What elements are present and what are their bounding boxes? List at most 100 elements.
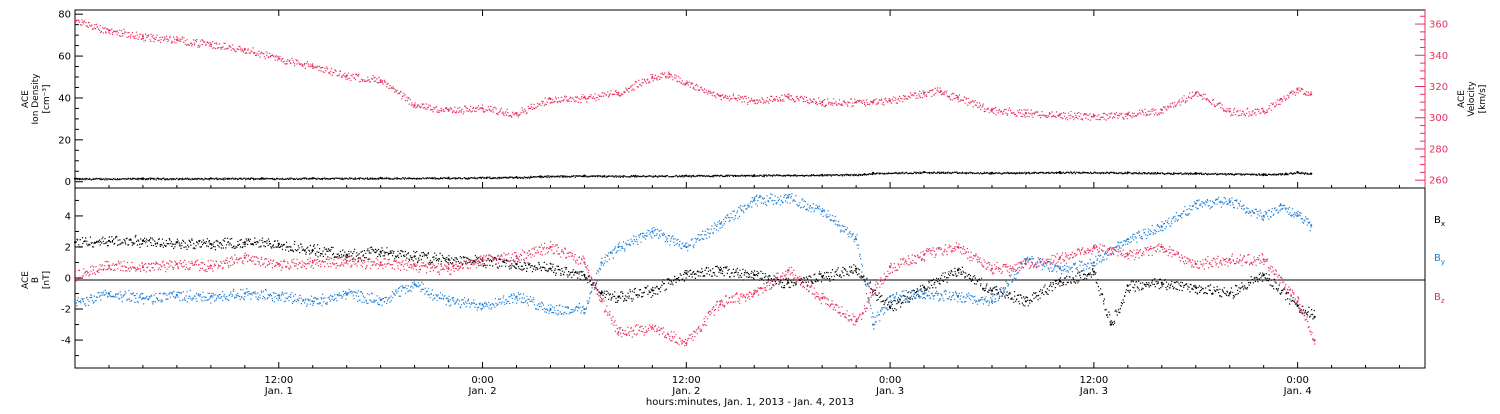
by-series (73, 193, 1313, 330)
by-point (787, 196, 790, 199)
velocity-y-tick-label: 340 (1429, 51, 1448, 62)
x-tick-time-label: 12:00 (672, 375, 701, 386)
legend-by: By (1434, 253, 1445, 266)
b-y-tick-label: -4 (61, 336, 71, 347)
velocity-point (617, 91, 620, 94)
bz-point (1024, 262, 1027, 266)
x-tick-time-label: 0:00 (471, 375, 493, 386)
bx-point (243, 241, 246, 244)
velocity-axis-label-line1: ACE (1457, 90, 1467, 108)
velocity-point (787, 96, 790, 99)
bz-point (719, 300, 722, 303)
b-y-tick-label: -2 (61, 305, 71, 316)
bx-point (651, 289, 654, 292)
bottom-panel-frame (74, 187, 1426, 369)
x-axis-title: hours:minutes, Jan. 1, 2013 - Jan. 4, 20… (646, 397, 854, 408)
bz-point (107, 264, 111, 267)
velocity-point (939, 90, 943, 93)
bz-point (583, 261, 586, 264)
x-tick-date-label: Jan. 4 (1283, 386, 1312, 397)
bx-series (73, 234, 1316, 326)
by-point (923, 292, 926, 295)
velocity-point (990, 108, 994, 111)
bx-point (1160, 281, 1163, 284)
velocity-point (1228, 110, 1231, 113)
velocity-point (345, 74, 348, 77)
velocity-point (1126, 113, 1129, 116)
velocity-scatter-dots (75, 19, 1312, 121)
x-tick-date-label: Jan. 1 (264, 386, 293, 397)
x-tick-time-label: 0:00 (1286, 375, 1308, 386)
velocity-y-tick-label: 320 (1429, 82, 1448, 93)
velocity-point (141, 35, 144, 38)
density-y-tick-label: 60 (58, 52, 71, 63)
velocity-point (821, 101, 824, 104)
b-axis-units: [nT] (42, 271, 52, 289)
top-panel-frame (74, 9, 1426, 189)
b-y-tick-label: 2 (65, 242, 71, 253)
density-axis-label-line2: Ion Density (31, 73, 41, 125)
bz-point (821, 297, 824, 300)
velocity-y-tick-label: 280 (1429, 144, 1448, 155)
legend-bx: Bx (1434, 215, 1445, 228)
bz-series (73, 240, 1316, 347)
bx-point (685, 272, 688, 275)
b-axis-label: ACE B [nT] (21, 271, 52, 289)
bz-point (889, 266, 892, 269)
bz-point (311, 261, 314, 264)
bz-point (1092, 245, 1095, 249)
by-point (1092, 261, 1095, 264)
x-tick-time-label: 0:00 (879, 375, 901, 386)
bz-point (345, 259, 348, 262)
bx-point (277, 242, 280, 245)
bz-scatter-dots (74, 240, 1316, 347)
bz-point (1126, 253, 1129, 256)
bz-point (1262, 258, 1265, 261)
velocity-point (668, 72, 671, 76)
density-y-tick-label: 20 (58, 135, 71, 146)
bx-point (1058, 280, 1061, 283)
bx-point (447, 258, 450, 261)
by-point (141, 297, 144, 300)
by-scatter-dots (74, 193, 1312, 330)
by-point (872, 323, 875, 326)
x-tick-date-label: Jan. 2 (467, 386, 496, 397)
density-y-tick-label: 40 (58, 93, 71, 104)
density-y-tick-label: 80 (58, 10, 71, 21)
b-axis-label-line1: ACE (21, 271, 31, 289)
velocity-point (956, 96, 960, 99)
b-legend: Bx By Bz (1434, 215, 1445, 305)
x-tick-time-label: 12:00 (1079, 375, 1108, 386)
x-tick-date-label: Jan. 2 (671, 386, 700, 397)
velocity-point (1024, 112, 1027, 115)
x-tick-date-label: Jan. 3 (1079, 386, 1108, 397)
bz-point (379, 261, 382, 264)
x-tick-date-label: Jan. 3 (875, 386, 904, 397)
b-axis-label-line2: B (31, 277, 41, 283)
bx-point (379, 250, 382, 253)
bz-point (617, 331, 620, 334)
velocity-series (73, 19, 1313, 121)
velocity-axis-label-line2: Velocity (1467, 81, 1477, 117)
density-axis-label: ACE Ion Density [cm⁻³] (21, 73, 52, 125)
velocity-point (872, 101, 875, 104)
velocity-point (651, 76, 654, 79)
by-point (583, 307, 586, 311)
bx-point (1024, 300, 1027, 303)
density-y-tick-label: 0 (65, 177, 71, 188)
density-axis-label-line1: ACE (21, 90, 31, 108)
by-point (277, 294, 280, 297)
bz-point (753, 292, 756, 295)
b-y-tick-label: 0 (65, 274, 71, 285)
velocity-point (243, 47, 246, 51)
density-scatter-dots (75, 171, 1312, 181)
bz-point (990, 267, 994, 270)
bz-point (1296, 300, 1299, 303)
bz-point (855, 320, 858, 323)
by-point (345, 292, 348, 295)
bz-point (73, 273, 77, 276)
by-point (481, 303, 484, 306)
velocity-y-tick-label: 260 (1429, 176, 1448, 187)
